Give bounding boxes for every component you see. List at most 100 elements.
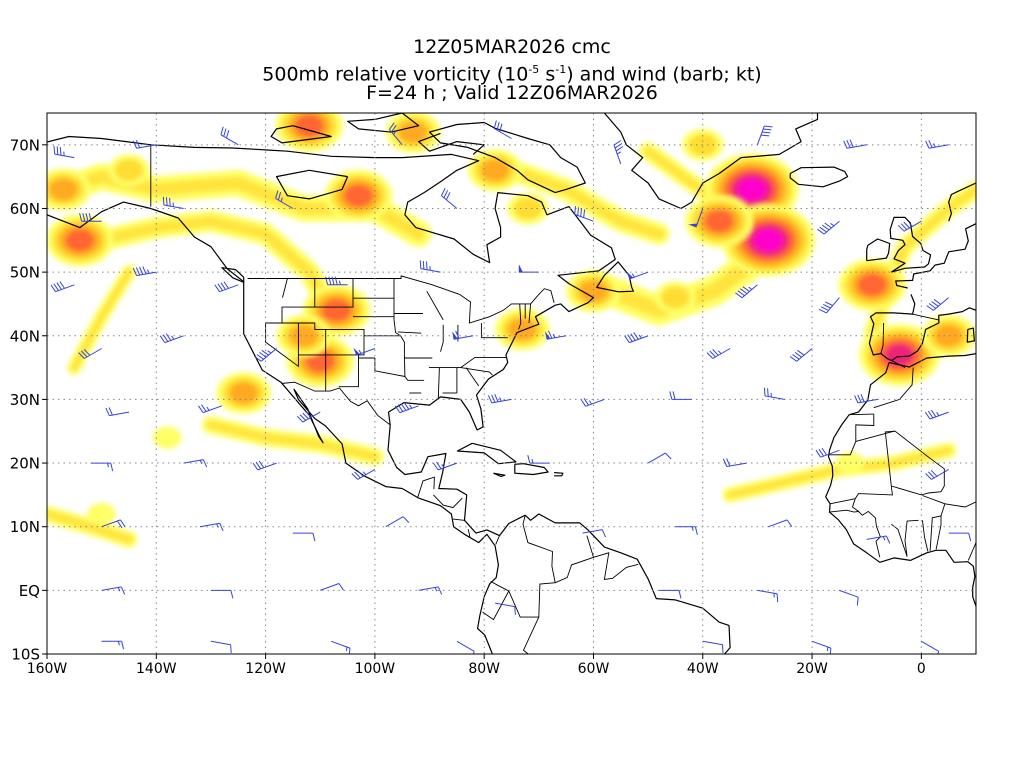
barb-staff bbox=[647, 452, 666, 464]
barb-flag bbox=[825, 301, 833, 306]
barb-flag bbox=[818, 448, 825, 457]
barb-flag bbox=[601, 529, 607, 538]
barb-staff bbox=[546, 335, 567, 340]
vorticity-center bbox=[289, 324, 319, 347]
barb-flag bbox=[110, 462, 114, 472]
barb-staff bbox=[210, 640, 231, 646]
barb-flag bbox=[792, 354, 800, 360]
border-line bbox=[944, 501, 976, 508]
wind-barb bbox=[419, 260, 441, 273]
vorticity-center bbox=[305, 350, 335, 373]
lat-tick-label: 70N bbox=[10, 136, 40, 154]
barb-staff bbox=[202, 405, 223, 414]
barb-staff bbox=[866, 535, 887, 540]
barb-half-flag bbox=[717, 350, 722, 355]
wind-barb bbox=[162, 196, 184, 209]
barb-flag bbox=[928, 139, 933, 148]
barb-flag bbox=[220, 126, 224, 135]
barb-staff bbox=[136, 144, 157, 149]
vorticity-center bbox=[857, 273, 887, 296]
wind-barb bbox=[839, 589, 859, 606]
barb-flag bbox=[220, 282, 226, 290]
barb-flag bbox=[821, 447, 828, 456]
lat-tick-label: 30N bbox=[10, 391, 40, 409]
barb-staff bbox=[929, 411, 949, 420]
barb-flag bbox=[165, 333, 172, 341]
barb-flag bbox=[937, 651, 940, 654]
coastline bbox=[866, 238, 891, 262]
barb-flag bbox=[928, 471, 935, 479]
wind-barb bbox=[626, 271, 649, 280]
barb-flag bbox=[403, 402, 410, 410]
coastline bbox=[825, 362, 976, 607]
barb-staff bbox=[741, 284, 758, 299]
barb-staff bbox=[846, 144, 867, 149]
barb-staff bbox=[493, 128, 512, 139]
wind-barb bbox=[199, 522, 224, 532]
barb-flag bbox=[931, 301, 939, 307]
vorticity-center bbox=[49, 178, 78, 201]
barb-flag bbox=[53, 145, 56, 155]
lat-tick-label: 10N bbox=[10, 518, 40, 536]
vorticity-center bbox=[508, 318, 537, 341]
barb-flag bbox=[815, 450, 822, 458]
wind-barb bbox=[487, 393, 512, 404]
barb-half-flag bbox=[358, 349, 362, 354]
border-line bbox=[891, 523, 908, 557]
wind-barb bbox=[706, 348, 731, 359]
barb-flag bbox=[776, 593, 779, 603]
wind-barb bbox=[675, 526, 698, 535]
barb-flag bbox=[402, 516, 410, 523]
barb-flag bbox=[299, 414, 307, 421]
barb-flag bbox=[226, 129, 230, 139]
wind-barb bbox=[659, 589, 682, 599]
barb-flag bbox=[925, 140, 930, 149]
barb-flag bbox=[135, 139, 141, 148]
barb-flag bbox=[56, 146, 59, 155]
barb-flag bbox=[258, 460, 265, 468]
barb-flag bbox=[169, 197, 171, 207]
border-line bbox=[482, 590, 510, 621]
wind-barbs bbox=[50, 120, 972, 654]
barb-flag bbox=[930, 409, 937, 418]
title-field: 500mb relative vorticity (10-5 s-1) and … bbox=[0, 59, 1024, 85]
barb-half-flag bbox=[933, 143, 936, 148]
barb-flag bbox=[59, 281, 66, 289]
barb-flag bbox=[615, 146, 624, 152]
barb-flag bbox=[50, 284, 56, 292]
border-line bbox=[429, 356, 507, 369]
barb-flag bbox=[583, 398, 590, 406]
coastline bbox=[150, 144, 616, 431]
vorticity-band-core bbox=[206, 420, 380, 462]
coastline bbox=[221, 267, 245, 283]
wind-barb bbox=[210, 589, 234, 599]
wind-barb bbox=[183, 459, 208, 468]
barb-staff bbox=[54, 153, 75, 159]
vorticity-band-core bbox=[70, 268, 133, 372]
wind-barb bbox=[647, 452, 672, 464]
barb-flag bbox=[843, 140, 848, 149]
barb-flag bbox=[762, 131, 771, 134]
barb-flag bbox=[394, 405, 401, 413]
vorticity-center bbox=[704, 210, 734, 233]
border-line bbox=[921, 520, 929, 552]
barb-flag bbox=[162, 334, 169, 342]
barb-flag bbox=[296, 415, 304, 423]
wind-barb bbox=[866, 535, 891, 544]
wind-barb bbox=[101, 586, 126, 595]
barb-flag bbox=[230, 590, 234, 599]
barb-flag bbox=[120, 586, 126, 595]
barb-flag bbox=[142, 266, 147, 275]
barb-half-flag bbox=[499, 397, 502, 402]
barb-flag bbox=[694, 526, 698, 535]
barb-flag bbox=[108, 407, 113, 416]
wind-barb bbox=[493, 120, 512, 139]
barb-flag bbox=[817, 228, 825, 235]
wind-barb bbox=[418, 586, 443, 595]
vorticity-contours bbox=[47, 113, 976, 548]
border-line bbox=[338, 354, 359, 388]
barb-flag bbox=[737, 290, 745, 297]
border-line bbox=[417, 476, 435, 499]
border-line bbox=[495, 535, 500, 545]
lon-tick-label: 40W bbox=[687, 661, 719, 677]
